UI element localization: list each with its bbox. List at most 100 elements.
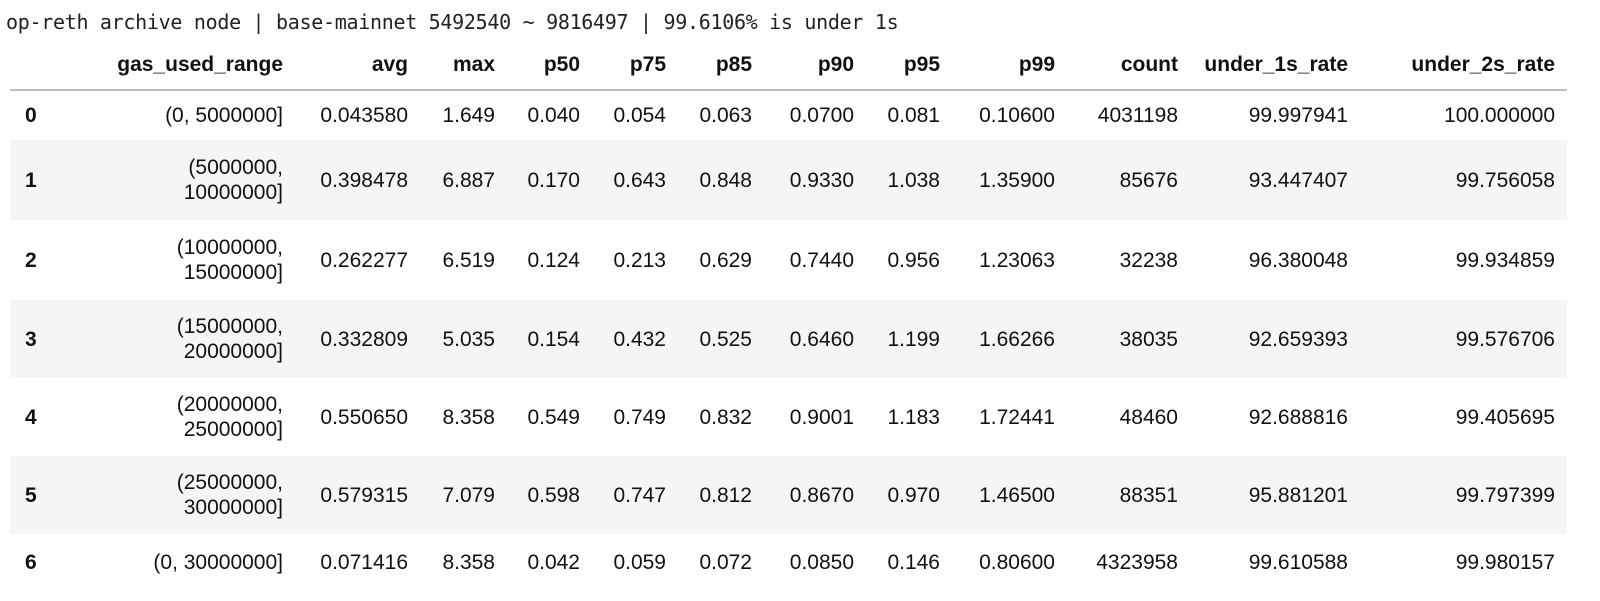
- cell-avg: 0.043580: [320, 104, 408, 127]
- cell-avg: 0.262277: [320, 248, 408, 272]
- cell-count: 48460: [1119, 405, 1178, 429]
- cell-p75: 0.747: [580, 456, 666, 534]
- table-row: 2 (10000000, 15000000] 0.262277 6.519 0.124 0…: [10, 220, 1567, 300]
- gas-range-text: (5000000, 10000000]: [183, 156, 283, 204]
- cell-p90: 0.0850: [789, 551, 854, 574]
- cell-avg: 0.579315: [283, 456, 408, 534]
- column-header-p95: p95: [854, 40, 940, 91]
- table-row: 6 (0, 30000000] 0.071416 8.358 0.042 0.059 0.0…: [10, 534, 1567, 591]
- cell-p99: 1.66266: [940, 300, 1055, 378]
- cell-under_2s_rate: 99.980157: [1455, 551, 1555, 574]
- column-header-under_1s_rate: under_1s_rate: [1178, 40, 1348, 91]
- column-header-p75: p75: [580, 40, 666, 91]
- cell-under_2s_rate: 99.934859: [1455, 248, 1555, 272]
- cell-under_2s_rate: 99.756058: [1348, 140, 1567, 220]
- column-header-avg: avg: [283, 40, 408, 91]
- cell-p50: 0.042: [527, 551, 580, 574]
- cell-p99: 1.23063: [979, 248, 1055, 272]
- column-header-max: max: [408, 40, 495, 91]
- cell-p90: 0.9330: [752, 140, 854, 220]
- cell-gas_used_range: (15000000, 20000000]: [60, 300, 283, 378]
- cell-count: 32238: [1119, 248, 1178, 272]
- gas-range-text: (0, 5000000]: [165, 104, 283, 127]
- cell-p85: 0.832: [699, 405, 752, 429]
- cell-p75: 0.749: [613, 405, 666, 429]
- cell-avg: 0.071416: [320, 551, 408, 574]
- cell-under_2s_rate: 100.000000: [1444, 104, 1555, 127]
- cell-p75: 0.432: [580, 300, 666, 378]
- cell-max: 7.079: [408, 456, 495, 534]
- cell-p90: 0.0700: [789, 104, 854, 127]
- table-row: 1 (5000000, 10000000] 0.398478 6.887 0.170 0.…: [10, 140, 1567, 220]
- cell-p99: 1.46500: [940, 456, 1055, 534]
- cell-p95: 0.970: [854, 456, 940, 534]
- cell-avg: 0.550650: [320, 405, 408, 429]
- gas-range-text: (15000000, 20000000]: [176, 315, 283, 363]
- cell-gas_used_range: (20000000, 25000000]: [60, 378, 283, 456]
- row-index: 4: [25, 405, 37, 429]
- row-index: 5: [10, 456, 60, 534]
- cell-under_1s_rate: 92.688816: [1248, 405, 1348, 429]
- cell-p95: 0.146: [887, 551, 940, 574]
- cell-count: 4031198: [1097, 104, 1178, 127]
- column-header-p99: p99: [940, 40, 1055, 91]
- cell-p50: 0.598: [495, 456, 580, 534]
- table-row: 0 (0, 5000000] 0.043580 1.649 0.040 0.054 0.06…: [10, 90, 1567, 140]
- cell-p90: 0.9001: [789, 405, 854, 429]
- cell-count: 38035: [1055, 300, 1178, 378]
- cell-p75: 0.059: [613, 551, 666, 574]
- cell-avg: 0.398478: [283, 140, 408, 220]
- column-header-p85: p85: [666, 40, 752, 91]
- cell-max: 8.358: [442, 405, 495, 429]
- table-header-row: gas_used_range avg max p50 p75 p85 p90 p95 p99 co…: [10, 40, 1567, 91]
- cell-gas_used_range: (10000000, 15000000]: [60, 220, 283, 300]
- table-row: 4 (20000000, 25000000] 0.550650 8.358 0.549 0…: [10, 378, 1567, 456]
- cell-p99: 1.72441: [979, 405, 1055, 429]
- cell-under_2s_rate: 99.797399: [1348, 456, 1567, 534]
- row-index: 0: [25, 104, 37, 127]
- cell-p75: 0.213: [613, 248, 666, 272]
- column-header-gas_used_range: gas_used_range: [60, 40, 283, 91]
- cell-p85: 0.848: [666, 140, 752, 220]
- cell-max: 6.519: [442, 248, 495, 272]
- row-index: 1: [10, 140, 60, 220]
- cell-under_1s_rate: 99.997941: [1248, 104, 1348, 127]
- cell-p85: 0.525: [666, 300, 752, 378]
- cell-under_1s_rate: 92.659393: [1178, 300, 1348, 378]
- cell-p90: 0.7440: [789, 248, 854, 272]
- cell-gas_used_range: (0, 5000000]: [60, 90, 283, 140]
- cell-count: 4323958: [1096, 551, 1178, 574]
- cell-p50: 0.040: [527, 104, 580, 127]
- column-header-p90: p90: [752, 40, 854, 91]
- cell-p95: 1.183: [887, 405, 940, 429]
- cell-p95: 0.081: [887, 104, 940, 127]
- cell-p85: 0.072: [699, 551, 752, 574]
- cell-p95: 1.038: [854, 140, 940, 220]
- table-row: 3 (15000000, 20000000] 0.332809 5.035 0.154 0…: [10, 300, 1567, 378]
- cell-max: 5.035: [408, 300, 495, 378]
- column-header-count: count: [1055, 40, 1178, 91]
- cell-count: 85676: [1055, 140, 1178, 220]
- cell-count: 88351: [1055, 456, 1178, 534]
- gas-range-text: (25000000, 30000000]: [176, 471, 283, 519]
- cell-p85: 0.063: [699, 104, 752, 127]
- cell-max: 1.649: [442, 104, 495, 127]
- cell-p99: 0.10600: [979, 104, 1055, 127]
- column-header-p50: p50: [495, 40, 580, 91]
- cell-p50: 0.124: [527, 248, 580, 272]
- dataframe-table: gas_used_range avg max p50 p75 p85 p90 p95 p99 co…: [10, 40, 1567, 591]
- cell-gas_used_range: (0, 30000000]: [60, 534, 283, 591]
- cell-max: 6.887: [408, 140, 495, 220]
- cell-under_2s_rate: 99.576706: [1348, 300, 1567, 378]
- row-index: 6: [25, 551, 37, 574]
- cell-p90: 0.8670: [752, 456, 854, 534]
- cell-p85: 0.812: [666, 456, 752, 534]
- column-header-under_2s_rate: under_2s_rate: [1348, 40, 1567, 91]
- cell-p85: 0.629: [699, 248, 752, 272]
- cell-avg: 0.332809: [283, 300, 408, 378]
- gas-range-text: (0, 30000000]: [153, 551, 283, 574]
- row-index: 3: [10, 300, 60, 378]
- gas-range-text: (20000000, 25000000]: [176, 393, 283, 441]
- cell-p90: 0.6460: [752, 300, 854, 378]
- cell-p75: 0.643: [580, 140, 666, 220]
